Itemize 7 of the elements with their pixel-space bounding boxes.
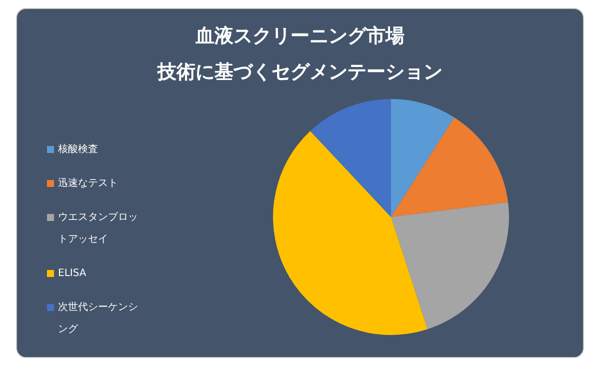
legend-label: 核酸検査 [58,142,98,157]
legend-label: ELISA [58,267,86,281]
legend-label: 迅速なテスト [58,176,118,191]
legend-label: 次世代シーケンシング [58,300,139,337]
chart-title: 血液スクリーニング市場 [194,24,406,49]
chart-subtitle: 技術に基づくセグメンテーション [156,60,444,85]
legend-label: ウエスタンブロットアッセイ [58,210,139,247]
